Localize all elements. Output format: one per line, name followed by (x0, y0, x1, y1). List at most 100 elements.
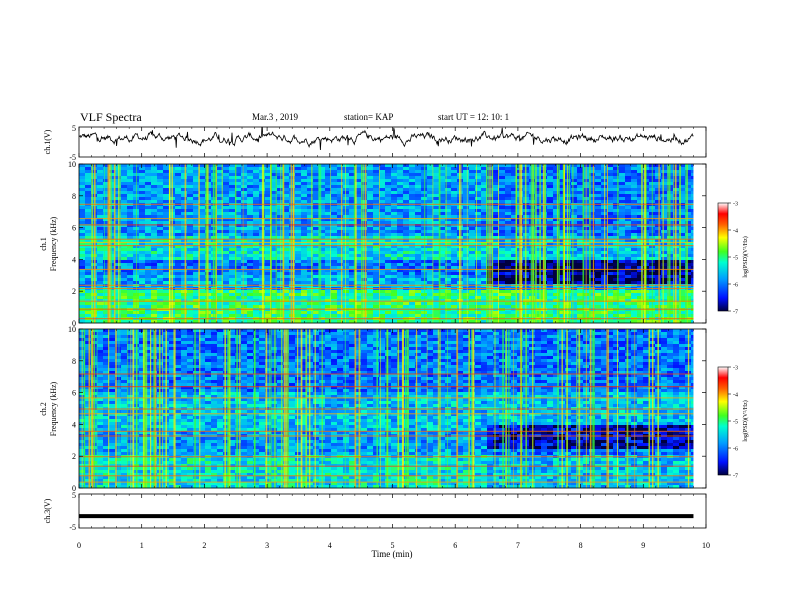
spectrogram-cell (511, 170, 517, 174)
spectrogram-cell (199, 167, 205, 171)
spectrogram-cell (415, 296, 421, 300)
spectrogram-cell (139, 173, 145, 177)
spectrogram-cell (403, 281, 409, 285)
spectrogram-cell (355, 305, 361, 309)
spectrogram-cell (199, 224, 205, 228)
spectrogram-cell (277, 263, 283, 267)
spectrogram-cell (691, 209, 694, 213)
spectrogram-cell (319, 305, 325, 309)
spectrogram-cell (277, 179, 283, 183)
spectrogram-cell (79, 209, 85, 213)
spectrogram-cell (499, 239, 505, 243)
spectrogram-cell (103, 176, 109, 180)
spectrogram-cell (535, 245, 541, 249)
spectrogram-cell (613, 218, 619, 222)
spectrogram-cell (301, 293, 307, 297)
spectrogram-cell (499, 185, 505, 189)
spectrogram-cell (589, 167, 595, 171)
spectrogram-cell (385, 275, 391, 279)
spectrogram-cell (427, 281, 433, 285)
spectrogram-cell (505, 164, 511, 168)
spectrogram-cell (325, 278, 331, 282)
spectrogram-cell (637, 269, 643, 273)
spectrogram-cell (355, 230, 361, 234)
spectrogram-cell (187, 305, 193, 309)
spectrogram-cell (607, 266, 613, 270)
spectrogram-cell (463, 227, 469, 231)
spectrogram-cell (265, 200, 271, 204)
spectrogram-cell (553, 296, 559, 300)
spectrogram-cell (601, 194, 607, 198)
spectrogram-cell (133, 212, 139, 216)
spectrogram-cell (391, 200, 397, 204)
spectrogram-cell (403, 269, 409, 273)
spectrogram-cell (475, 188, 481, 192)
spectrogram-cell (409, 170, 415, 174)
spectrogram-cell (247, 227, 253, 231)
spectrogram-cell (451, 167, 457, 171)
spectrogram-cell (319, 209, 325, 213)
spectrogram-cell (181, 272, 187, 276)
spectrogram-cell (535, 242, 541, 246)
spectrogram-cell (151, 224, 157, 228)
spectrogram-cell (355, 275, 361, 279)
spectrogram-cell (679, 209, 685, 213)
spectrogram-cell (661, 254, 667, 258)
spectrogram-cell (127, 212, 133, 216)
spectrogram-cell (145, 194, 151, 198)
spectrogram-cell (589, 164, 595, 168)
spectrogram-cell (475, 206, 481, 210)
spectrogram-cell (505, 233, 511, 237)
spectrogram-cell (535, 191, 541, 195)
spectrogram-cell (103, 290, 109, 294)
spectrogram-cell (469, 191, 475, 195)
spectrogram-cell (379, 254, 385, 258)
spectrogram-cell (433, 251, 439, 255)
spectrogram-cell (97, 266, 103, 270)
spectrogram-cell (181, 218, 187, 222)
spectrogram-cell (619, 239, 625, 243)
spectrogram-cell (577, 260, 583, 264)
spectrogram-cell (619, 176, 625, 180)
spectrogram-cell (421, 296, 427, 300)
spectrogram-cell (451, 305, 457, 309)
spectrogram-cell (355, 239, 361, 243)
spectrogram-cell (409, 281, 415, 285)
spectrogram-cell (247, 188, 253, 192)
spectrogram-cell (373, 176, 379, 180)
spectrogram-cell (217, 227, 223, 231)
spectrogram-cell (559, 230, 565, 234)
spectrogram-cell (193, 263, 199, 267)
spectrogram-cell (163, 266, 169, 270)
spectrogram-cell (295, 266, 301, 270)
spectrogram-cell (385, 236, 391, 240)
spectrogram-cell (355, 245, 361, 249)
spectrogram-cell (547, 272, 553, 276)
spectrogram-cell (223, 251, 229, 255)
spectrogram-cell (559, 254, 565, 258)
spectrogram-cell (325, 173, 331, 177)
spectrogram-cell (619, 272, 625, 276)
spectrogram-cell (307, 293, 313, 297)
spectrogram-cell (313, 185, 319, 189)
spectrogram-cell (571, 167, 577, 171)
spectrogram-cell (589, 305, 595, 309)
spectrogram-cell (379, 233, 385, 237)
spectrogram-cell (145, 269, 151, 273)
spectrogram-cell (499, 191, 505, 195)
spectrogram-cell (607, 197, 613, 201)
spectrogram-cell (547, 221, 553, 225)
spectrogram-cell (301, 251, 307, 255)
spectrogram-cell (283, 263, 289, 267)
spectrogram-cell (535, 266, 541, 270)
spectrogram-cell (613, 233, 619, 237)
spectrogram-cell (253, 254, 259, 258)
spectrogram-cell (505, 209, 511, 213)
spectrogram-cell (79, 167, 85, 171)
spectrogram-cell (307, 179, 313, 183)
spectrogram-cell (229, 215, 235, 219)
spectrogram-cell (661, 302, 667, 306)
spectrogram-cell (223, 227, 229, 231)
spectrogram-cell (103, 263, 109, 267)
spectrogram-cell (139, 179, 145, 183)
